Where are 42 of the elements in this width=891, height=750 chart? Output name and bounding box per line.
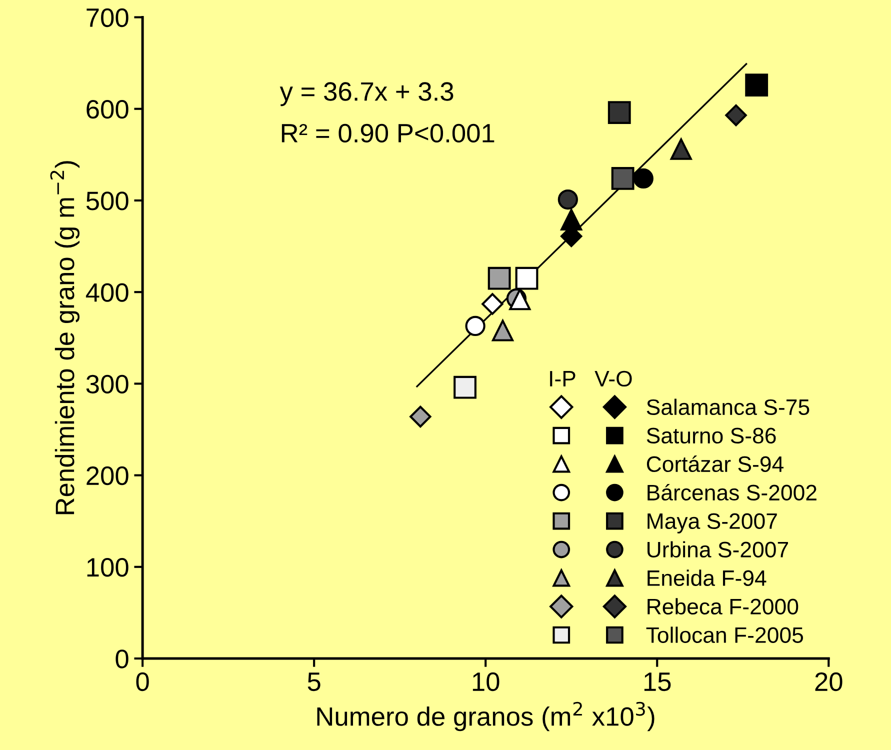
annotation: R² = 0.90 P<0.001 xyxy=(282,124,494,143)
y-tick-label: 200 xyxy=(86,466,128,486)
point xyxy=(465,316,486,336)
legend-label: Maya S-2007 xyxy=(648,513,777,534)
point xyxy=(509,288,531,310)
x-tick-label: 0 xyxy=(136,672,149,692)
point xyxy=(611,167,634,190)
y-tick-label: 500 xyxy=(86,192,128,210)
legend-label: Bárcenas S-2002 xyxy=(648,484,816,501)
point xyxy=(725,104,747,126)
annotation: y = 36.7x + 3.3 xyxy=(280,82,454,106)
y-tick-label: 700 xyxy=(86,8,128,28)
y-tick-label: 400 xyxy=(86,283,128,302)
legend-label: Salamanca S-75 xyxy=(646,398,810,416)
legend-label: Eneida F-94 xyxy=(648,570,766,586)
y-tick-label: 100 xyxy=(87,558,128,577)
y-tick-label: 300 xyxy=(86,374,128,394)
x-tick-label: 15 xyxy=(644,672,671,692)
x-tick-label: 10 xyxy=(472,672,500,692)
point xyxy=(410,406,432,428)
legend-label: Tollocan F-2005 xyxy=(646,626,803,643)
point xyxy=(745,74,768,96)
point xyxy=(608,101,631,124)
legend-label: Cortázar S-94 xyxy=(646,455,784,472)
point xyxy=(454,376,476,399)
point xyxy=(488,266,511,290)
y-tick-label: 600 xyxy=(86,100,128,119)
legend-label: Rebeca F-2000 xyxy=(648,598,798,615)
point xyxy=(633,168,654,189)
x-axis-title: Numero de granos (m$^{2}$ x10$^{3}$) xyxy=(317,702,654,732)
y-axis-title: Rendimiento de grano (g m$^{−2}$) xyxy=(50,161,80,514)
y-tick-label: 0 xyxy=(116,650,128,668)
point xyxy=(670,138,692,160)
legend-title: I-P V-O xyxy=(550,370,632,387)
point xyxy=(482,293,504,315)
x-tick-label: 5 xyxy=(308,672,320,692)
point xyxy=(515,266,538,290)
point xyxy=(558,189,578,210)
legend-label: Urbina S-2007 xyxy=(648,541,788,558)
legend-label: Saturno S-86 xyxy=(646,428,776,444)
point xyxy=(492,320,514,342)
x-tick-label: 20 xyxy=(815,672,842,692)
